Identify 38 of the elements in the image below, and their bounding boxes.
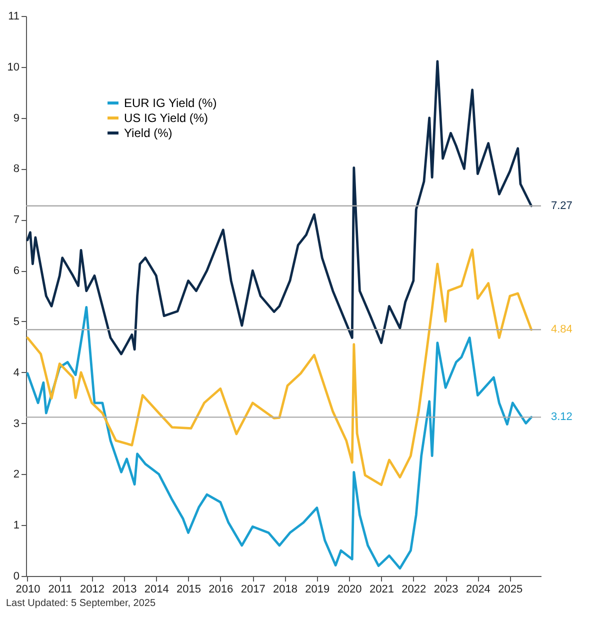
x-tick-label: 2012 [80,584,105,596]
x-tick-label: 2025 [498,584,523,596]
x-tick-label: 2020 [337,584,362,596]
x-tick-label: 2017 [240,584,266,596]
line-series [26,248,533,486]
y-tick-label: 4 [13,366,20,379]
y-tick-label: 9 [13,112,20,124]
ref-line-label: 3.12 [551,411,572,424]
legend-label: US IG Yield (%) [124,111,208,125]
y-tick-label: 3 [13,418,20,430]
x-tick-label: 2011 [48,584,72,596]
text: Last Updated: 5 September, 2025 [6,598,157,609]
y-tick-label: 0 [13,570,20,582]
legend-label: Yield (%) [124,126,172,140]
legend-label: EUR IG Yield (%) [124,96,217,110]
x-tick-label: 2022 [402,584,426,596]
x-tick-label: 2010 [16,584,40,596]
x-tick-label: 2014 [144,584,169,596]
y-tick-label: 2 [13,468,20,481]
y-tick-label: 11 [8,10,20,22]
x-tick-label: 2021 [370,584,394,596]
x-tick-label: 2019 [305,584,330,596]
y-tick-label: 8 [13,163,20,176]
ref-line-label: 4.84 [551,324,572,336]
x-tick-label: 2024 [466,584,490,596]
x-tick-label: 2023 [434,584,458,596]
x-tick-label: 2016 [208,584,234,596]
line-series [26,60,533,356]
x-tick-label: 2013 [112,584,137,596]
y-tick-label: 5 [13,316,20,328]
x-tick-label: 2018 [273,584,298,596]
y-tick-label: 6 [13,265,20,278]
y-tick-label: 7 [13,214,20,226]
y-tick-label: 10 [7,61,20,74]
x-tick-label: 2015 [176,584,202,596]
ref-line-label: 7.27 [551,200,572,212]
line-series [26,306,533,570]
y-tick-label: 1 [13,520,20,532]
